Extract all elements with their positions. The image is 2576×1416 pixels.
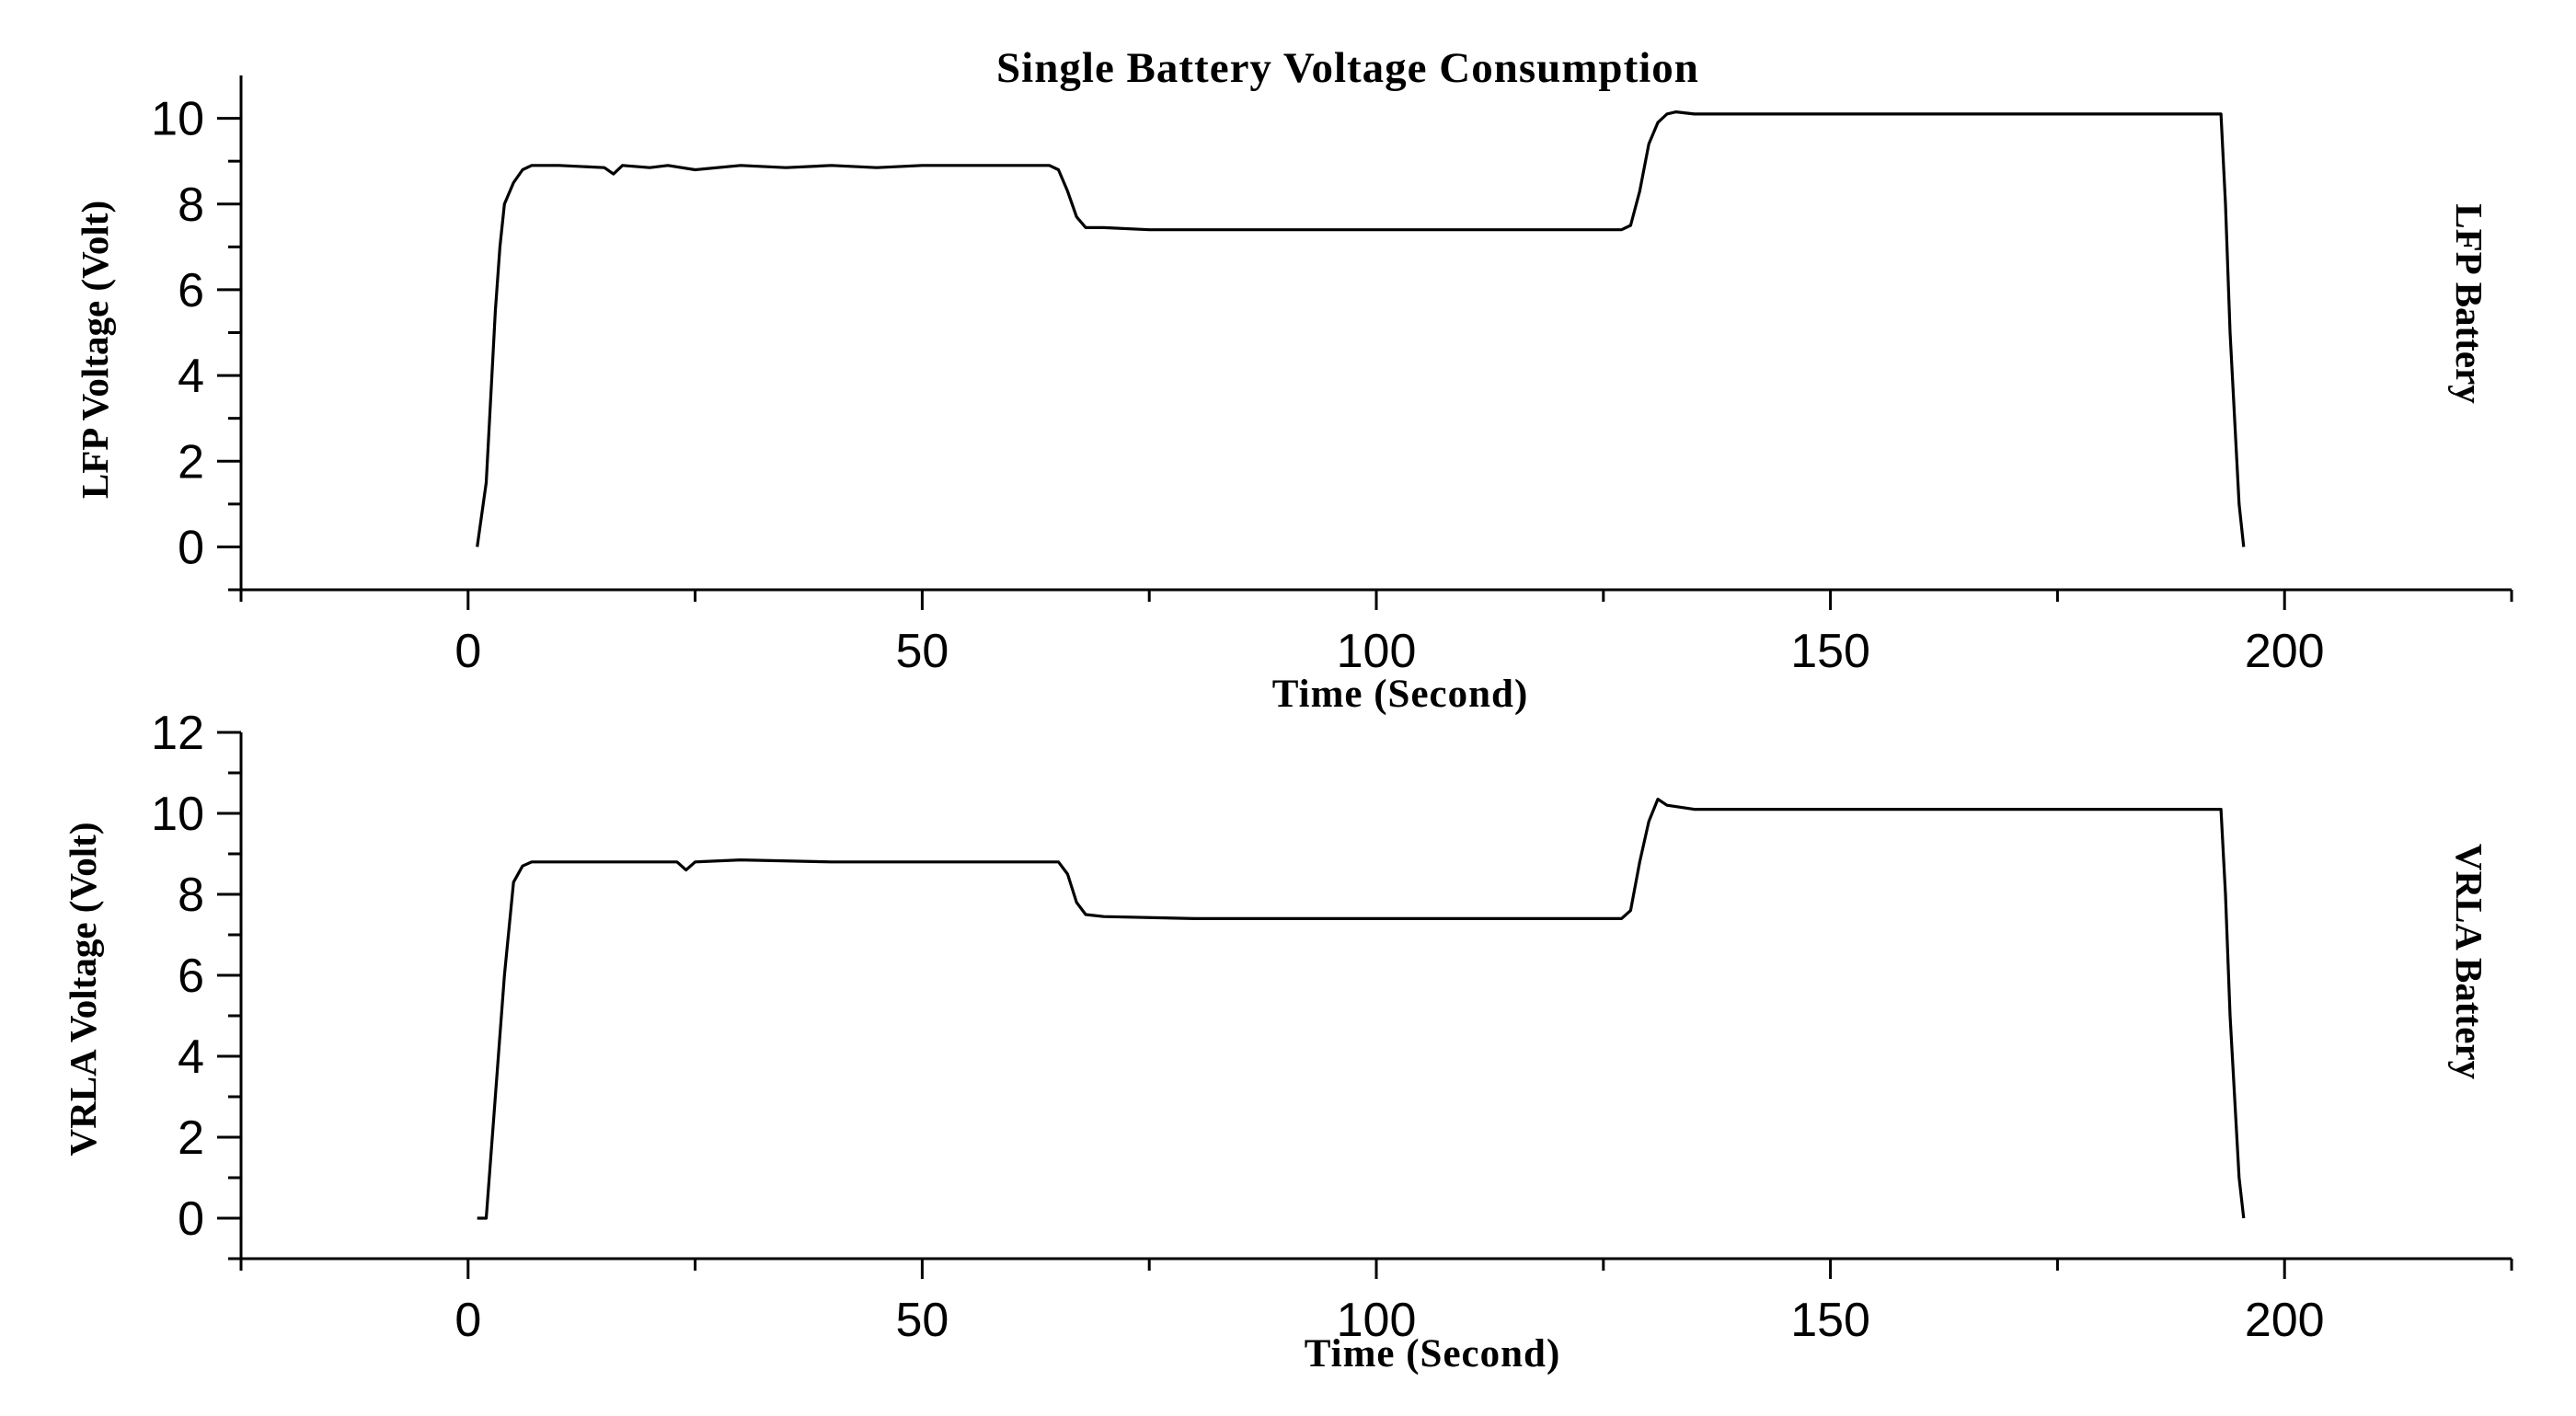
vrla-x-tick-label: 100: [1337, 1294, 1417, 1347]
vrla-y-tick-label: 8: [178, 869, 204, 922]
lfp-x-tick-label: 50: [895, 625, 949, 678]
vrla-y-tick-label: 6: [178, 950, 204, 1003]
vrla-side-label: VRLA Battery: [2448, 844, 2490, 1080]
lfp-side-label: LFP Battery: [2448, 203, 2490, 404]
vrla-voltage-series-line: [477, 798, 2246, 1220]
lfp-x-tick-label: 100: [1337, 625, 1417, 678]
vrla-y-tick-label: 12: [151, 707, 204, 760]
vrla-y-tick-label: 4: [178, 1030, 204, 1084]
vrla-y-tick-label: 2: [178, 1111, 204, 1165]
lfp-y-tick-label: 8: [178, 178, 204, 232]
vrla-y-axis-label: VRLA Voltage (Volt): [62, 823, 104, 1157]
lfp-y-tick-label: 4: [178, 350, 204, 403]
lfp-x-tick-label: 150: [1790, 625, 1870, 678]
lfp-voltage-chart: Single Battery Voltage Consumption LFP V…: [74, 44, 2513, 716]
lfp-y-tick-label: 6: [178, 264, 204, 317]
vrla-y-tick-label: 0: [178, 1192, 204, 1246]
vrla-x-tick-label: 200: [2245, 1294, 2325, 1347]
lfp-x-tick-label: 0: [454, 625, 481, 678]
lfp-voltage-series-line: [476, 110, 2246, 547]
lfp-y-tick-label: 2: [178, 435, 204, 489]
vrla-voltage-chart: VRLA Voltage (Volt) VRLA Battery Time (S…: [62, 707, 2513, 1376]
lfp-y-axis-label: LFP Voltage (Volt): [74, 201, 116, 499]
vrla-x-tick-label: 50: [895, 1294, 949, 1347]
lfp-x-tick-label: 200: [2245, 625, 2325, 678]
vrla-y-tick-label: 10: [151, 788, 204, 841]
vrla-x-tick-label: 0: [454, 1294, 481, 1347]
vrla-x-axis-label: Time (Second): [1305, 1332, 1561, 1376]
vrla-x-tick-label: 150: [1790, 1294, 1870, 1347]
lfp-y-tick-label: 0: [178, 521, 204, 574]
lfp-y-tick-label: 10: [151, 93, 204, 146]
lfp-x-axis-label: Time (Second): [1272, 673, 1529, 716]
chart-title: Single Battery Voltage Consumption: [996, 44, 1699, 92]
